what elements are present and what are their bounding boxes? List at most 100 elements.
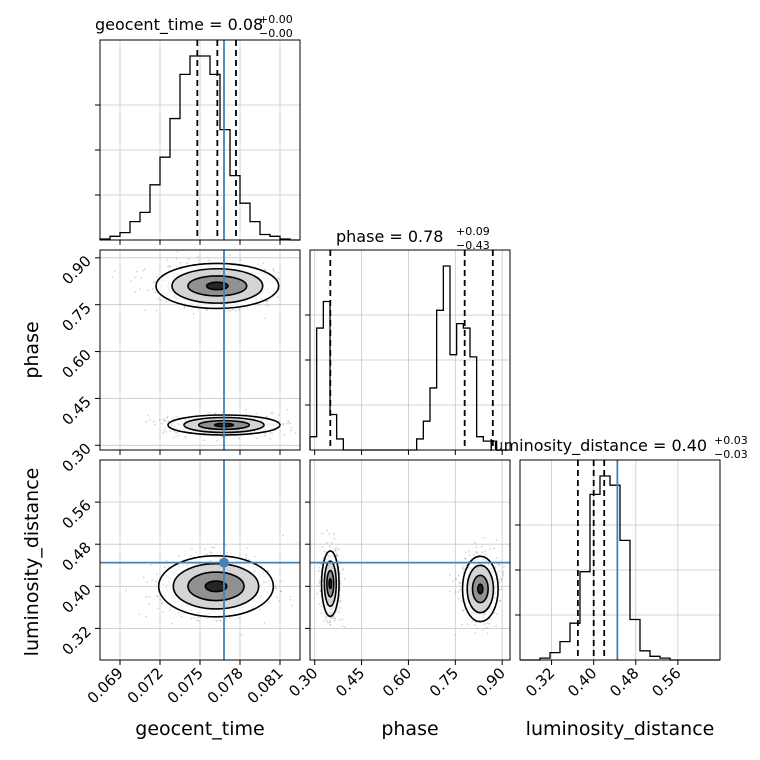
sample-point — [291, 605, 294, 607]
sample-point — [334, 618, 337, 620]
sample-point — [220, 620, 222, 622]
sample-point — [173, 430, 176, 433]
sample-point — [187, 258, 190, 261]
contour-level-4 — [204, 580, 228, 593]
sample-point — [208, 411, 210, 414]
sample-point — [205, 308, 208, 311]
sample-point — [258, 304, 261, 307]
sample-point — [197, 619, 200, 622]
sample-point — [269, 431, 272, 434]
sample-point — [163, 566, 166, 569]
sample-point — [226, 551, 229, 554]
sample-point — [234, 309, 237, 312]
y-label-phase: phase — [21, 321, 43, 378]
sample-point — [339, 619, 341, 622]
sample-point — [483, 623, 486, 625]
sample-point — [489, 548, 492, 551]
axes-geocent-time-vs-geocent-time — [95, 39, 301, 245]
sample-point — [502, 574, 505, 577]
sample-point — [221, 411, 223, 413]
sample-point — [246, 547, 249, 550]
sample-point — [227, 309, 230, 312]
sample-point — [342, 567, 345, 570]
axes-phase-vs-phase — [305, 249, 511, 455]
sample-point — [264, 317, 267, 320]
y-tick-label-phase: 0.45 — [58, 393, 94, 429]
sample-point — [180, 615, 183, 618]
sample-point — [206, 553, 209, 556]
sample-point — [323, 620, 325, 623]
sample-point — [176, 431, 179, 434]
sample-point — [338, 611, 340, 613]
sample-point — [163, 419, 165, 422]
sample-point — [229, 309, 232, 312]
sample-point — [186, 262, 189, 265]
sample-point — [165, 417, 168, 419]
sample-point — [483, 536, 486, 539]
contour-level-4 — [205, 281, 229, 291]
sample-point — [184, 437, 187, 440]
sample-point — [228, 617, 231, 620]
sample-point — [168, 264, 171, 267]
sample-point — [228, 254, 231, 256]
sample-point — [454, 591, 457, 594]
sample-point — [468, 554, 471, 557]
sample-point — [282, 534, 284, 536]
sample-point — [166, 259, 169, 262]
sample-point — [203, 439, 205, 442]
sample-point — [273, 270, 275, 273]
sample-point — [473, 554, 476, 557]
sample-point — [320, 605, 323, 608]
sample-point — [153, 420, 156, 423]
sample-point — [318, 603, 321, 606]
sample-point — [280, 590, 282, 593]
y-label-luminosity-distance: luminosity_distance — [21, 468, 43, 657]
sample-point — [239, 259, 242, 262]
y-tick-label-phase: 0.30 — [58, 439, 94, 475]
sample-point — [495, 613, 498, 616]
sample-point — [495, 556, 498, 559]
sample-point — [264, 432, 267, 435]
sample-point — [176, 250, 179, 253]
sample-point — [166, 415, 169, 418]
sample-point — [318, 579, 321, 582]
sample-point — [276, 596, 278, 599]
sample-point — [238, 309, 241, 312]
sample-point — [475, 551, 478, 553]
sample-point — [262, 262, 265, 264]
sample-point — [244, 553, 247, 556]
sample-point — [289, 429, 292, 432]
sample-point — [468, 549, 470, 552]
luminosity-distance-title: luminosity_distance = 0.40 +0.03 −0.03 — [489, 434, 748, 461]
sample-point — [341, 625, 344, 627]
sample-point — [224, 544, 227, 547]
sample-point — [277, 296, 279, 298]
sample-point — [321, 532, 324, 535]
sample-point — [192, 312, 195, 315]
panel-phase-vs-phase — [310, 250, 510, 450]
sample-point — [282, 423, 285, 425]
sample-point — [238, 308, 241, 311]
sample-point — [211, 546, 214, 549]
sample-point — [221, 435, 224, 438]
x-tick-label-geocent-time: 0.075 — [164, 664, 207, 707]
sample-point — [500, 579, 503, 582]
sample-point — [169, 608, 171, 611]
sample-point — [321, 546, 324, 548]
y-tick-label-phase: 0.90 — [58, 252, 94, 288]
sample-point — [165, 300, 168, 303]
sample-point — [237, 617, 240, 620]
sample-point — [142, 576, 145, 579]
sample-point — [265, 415, 268, 418]
sample-point — [461, 567, 464, 569]
x-tick-label-luminosity-distance: 0.40 — [564, 664, 600, 700]
sample-point — [476, 551, 479, 554]
sample-point — [333, 532, 335, 535]
sample-point — [245, 413, 248, 416]
sample-point — [324, 616, 327, 619]
sample-point — [171, 622, 173, 625]
sample-point — [500, 588, 503, 591]
sample-point — [245, 557, 247, 559]
panel-geocent-time-vs-geocent-time — [100, 40, 300, 240]
sample-point — [481, 551, 484, 554]
